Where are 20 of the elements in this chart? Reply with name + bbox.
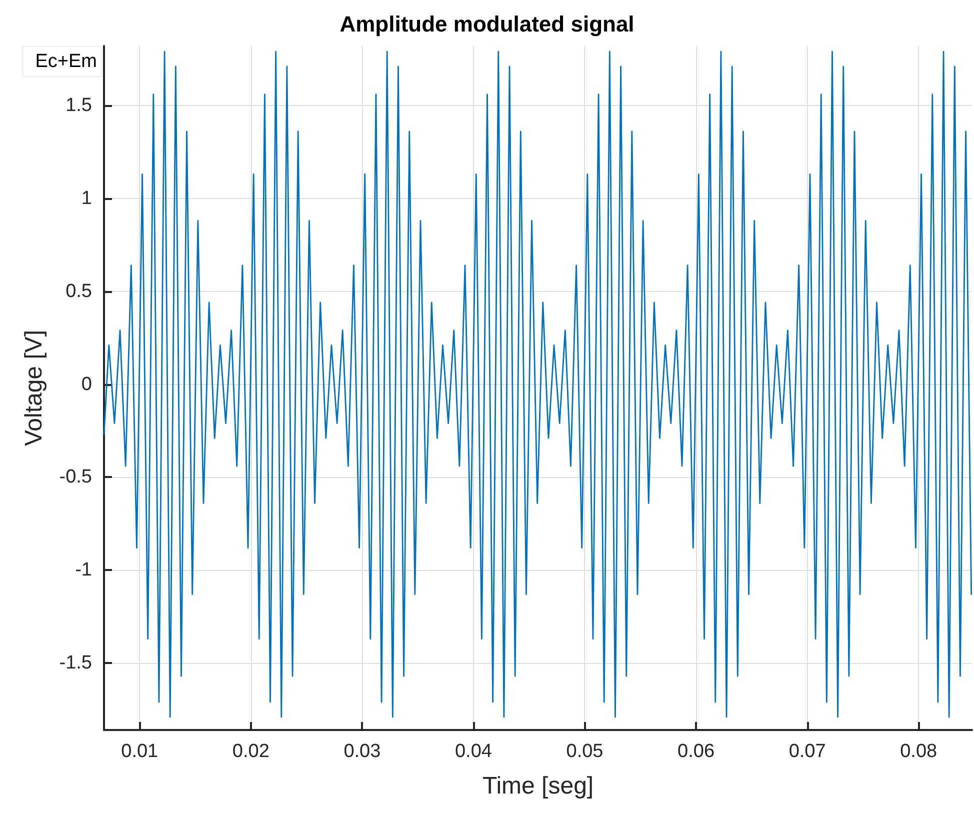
x-tick-label: 0.04 bbox=[454, 741, 492, 762]
y-tick-label: -1.5 bbox=[59, 652, 92, 674]
x-tick-label: 0.01 bbox=[121, 741, 158, 762]
x-tick-label: 0.06 bbox=[678, 741, 715, 762]
y-tick-label: -1 bbox=[75, 560, 92, 581]
x-tick-label: 0.08 bbox=[900, 741, 938, 762]
x-axis-title: Time [seg] bbox=[482, 772, 594, 800]
x-tick-label: 0.05 bbox=[566, 741, 604, 762]
x-tick-label: 0.02 bbox=[232, 741, 270, 762]
y-tick-label: -0.5 bbox=[59, 466, 92, 488]
y-tick-label: 1 bbox=[81, 188, 92, 209]
y-tick-label: 1.5 bbox=[66, 94, 92, 116]
y-axis-title: Voltage [V] bbox=[20, 330, 48, 446]
chart-title: Amplitude modulated signal bbox=[340, 12, 634, 36]
text: Ec+Em bbox=[35, 51, 98, 72]
y-tick-label: 0.5 bbox=[66, 280, 92, 302]
x-tick-label: 0.03 bbox=[344, 741, 381, 762]
x-tick-label: 0.07 bbox=[788, 741, 826, 762]
y-tick-label: 0 bbox=[81, 374, 92, 395]
line-series bbox=[103, 50, 972, 718]
